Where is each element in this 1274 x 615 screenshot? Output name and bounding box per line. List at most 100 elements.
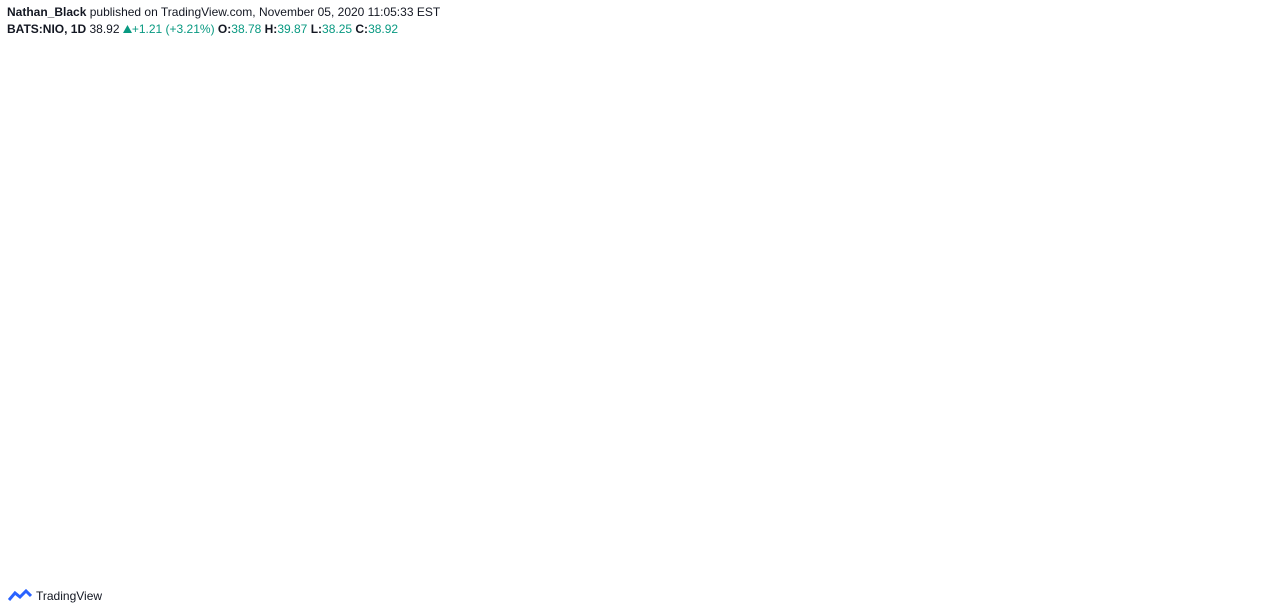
- volume-ma-line: [13, 499, 974, 525]
- candle-body: [274, 392, 287, 396]
- candle-body: [914, 155, 927, 165]
- zone: [652, 292, 709, 320]
- y-tick-label: 12.20: [1214, 533, 1242, 545]
- candle-body: [772, 229, 785, 232]
- candle-body: [807, 236, 820, 241]
- volume-bar: [769, 528, 787, 549]
- candle-body: [505, 318, 518, 330]
- volume-bar: [307, 512, 325, 549]
- candle-body: [896, 184, 909, 197]
- candle-body: [327, 364, 340, 373]
- price-label-box: [1205, 418, 1252, 436]
- last-price: 38.92: [89, 22, 120, 36]
- published: published on TradingView.com, November 0…: [89, 5, 441, 19]
- y-tick-label: 25.00: [1214, 263, 1242, 275]
- volume-bar: [111, 497, 129, 549]
- candle-body: [416, 365, 429, 394]
- volume-bar: [698, 426, 716, 549]
- volume-bar: [734, 512, 751, 549]
- candle-body: [825, 246, 838, 258]
- volume-bar: [787, 525, 805, 549]
- ohlc-label: C:: [355, 22, 369, 36]
- volume-bar: [75, 430, 93, 549]
- candle-body: [878, 178, 891, 221]
- candle-body: [967, 102, 980, 105]
- author: Nathan_Black: [7, 5, 87, 19]
- ohlc-label: H:: [264, 22, 278, 36]
- candle-body: [665, 317, 678, 325]
- volume-bar: [912, 462, 929, 549]
- price-label: 29.40: [1214, 202, 1242, 214]
- price-label-box: [1205, 104, 1252, 122]
- axis-layer: 45.00 41.00 33.00 25.00 21.00 19.00 17.50 14.50…: [43, 42, 1252, 570]
- candle-body: [380, 369, 393, 375]
- ma-line: [13, 207, 975, 509]
- volume-bar: [129, 475, 147, 549]
- volume-bar: [929, 478, 947, 549]
- candle-body: [220, 409, 233, 415]
- brand: TradingView: [36, 589, 103, 603]
- candle-body: [861, 228, 874, 236]
- volume-bar: [7, 532, 22, 549]
- price-label: 38.92: [1214, 107, 1242, 119]
- candle-body: [60, 394, 73, 460]
- ohlc-label: L:: [310, 22, 323, 36]
- price-label: 22.59: [1214, 301, 1242, 313]
- candle-body: [96, 346, 109, 354]
- currency: USD: [1225, 53, 1248, 65]
- y-tick-label: 14.50: [1214, 468, 1242, 480]
- candle-body: [683, 246, 696, 287]
- volume-bar: [413, 525, 431, 549]
- candle-body: [523, 318, 536, 322]
- price-label-box: [1205, 298, 1252, 316]
- y-tick-label: 33.00: [1214, 159, 1242, 171]
- candle-body: [558, 318, 571, 323]
- candle-body: [149, 348, 162, 364]
- volume-bar: [645, 533, 662, 549]
- ohlc-value: 38.78: [231, 22, 262, 36]
- volume-bar: [289, 525, 307, 549]
- volume-bar: [325, 529, 342, 549]
- candle-body: [362, 354, 375, 366]
- candle-body: [185, 367, 198, 379]
- candle-body: [718, 210, 731, 222]
- candle-body: [398, 367, 411, 383]
- candle-body: [451, 385, 464, 394]
- price-label: 16.44: [1214, 421, 1242, 433]
- volume-bar: [662, 534, 680, 549]
- volume-bar: [574, 522, 591, 549]
- candle-body: [487, 334, 500, 377]
- price-label-box: [1205, 199, 1252, 217]
- publish-line: Nathan_Black published on TradingView.co…: [7, 5, 440, 19]
- candle-body: [167, 334, 180, 354]
- volume-bar: [627, 537, 645, 549]
- volume-bar: [93, 483, 111, 549]
- y-tick-label: 13.30: [1214, 500, 1242, 512]
- x-tick-label: Nov: [911, 558, 931, 570]
- volume-bar: [58, 449, 75, 549]
- candle-body: [131, 371, 144, 411]
- volume-bar: [947, 438, 965, 549]
- ohlc-value: 39.87: [277, 22, 308, 36]
- x-tick-label: 26: [825, 558, 837, 570]
- price-label-box: [1205, 122, 1252, 140]
- candle-body: [576, 320, 589, 339]
- volume-bar: [716, 488, 734, 549]
- y-tick-label: 19.00: [1214, 366, 1242, 378]
- volume-bar: [840, 515, 858, 549]
- volume-bar: [680, 424, 698, 549]
- logo: [8, 589, 32, 601]
- candle-body: [113, 373, 126, 383]
- symbol: BATS:NIO, 1D: [7, 22, 87, 36]
- volume-bar: [751, 514, 769, 549]
- y-tick-label: 45.00: [1214, 42, 1242, 54]
- x-tick-label: 16: [1092, 558, 1104, 570]
- currency-box: [1223, 50, 1251, 67]
- plot: [7, 93, 1205, 549]
- volume-bar: [485, 494, 502, 549]
- volume-bar: [22, 523, 40, 549]
- candle-body: [345, 365, 358, 392]
- candle-body: [843, 221, 856, 254]
- volume-bar: [556, 527, 574, 549]
- candle-body: [949, 113, 962, 121]
